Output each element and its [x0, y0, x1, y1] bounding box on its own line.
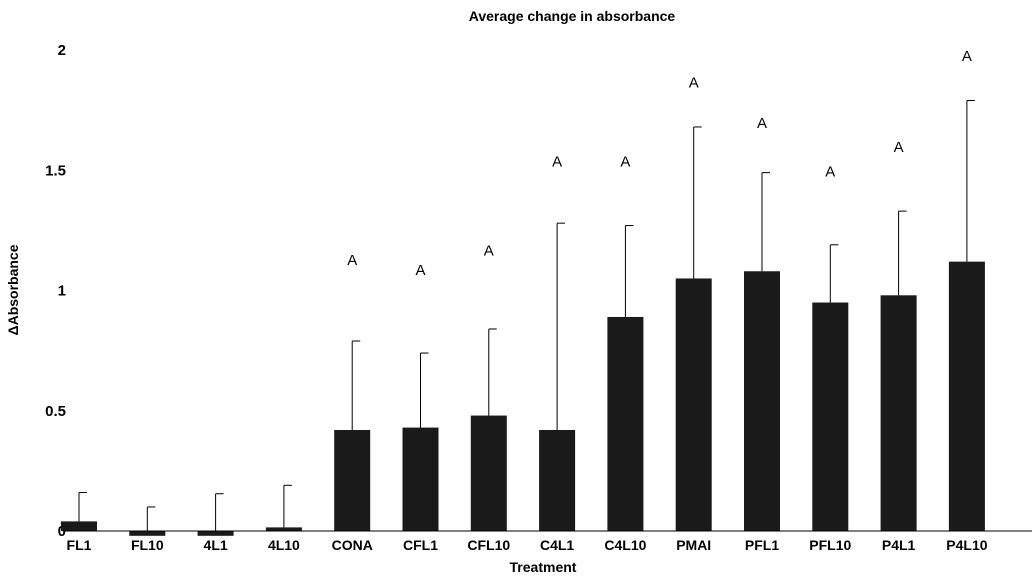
error-bar-4l10 [283, 484, 292, 528]
bar-cfl1 [402, 427, 439, 531]
bar-c4l10 [607, 316, 644, 531]
bars [61, 261, 985, 536]
y-tick-labels: 0 0.5 1 1.5 2 [45, 42, 66, 540]
y-tick-label: 1.5 [45, 162, 66, 179]
bar-fl1 [61, 521, 97, 531]
y-tick-label: 1 [58, 283, 66, 300]
y-tick-label: 2 [58, 42, 66, 59]
significance-label: A [757, 115, 767, 132]
error-bar-fl10 [146, 506, 156, 531]
significance-label: A [962, 48, 972, 65]
category-label: FL10 [131, 537, 164, 553]
significance-label: A [620, 154, 630, 171]
x-axis-label: Treatment [510, 559, 577, 575]
category-label: C4L1 [540, 537, 574, 553]
category-label: C4L10 [604, 537, 646, 553]
category-label: FL1 [67, 537, 92, 553]
bar-pfl10 [812, 302, 849, 531]
category-label: CONA [332, 537, 373, 553]
chart-title: Average change in absorbance [469, 8, 676, 24]
category-label: P4L10 [946, 537, 987, 553]
error-bar-cfl10 [488, 328, 497, 416]
significance-label: A [415, 262, 425, 279]
y-axis-label: ΔAbsorbance [5, 244, 21, 335]
error-bar-cfl1 [420, 352, 429, 428]
category-label: P4L1 [882, 537, 916, 553]
bar-cona [334, 429, 371, 531]
error-bar-c4l1 [556, 222, 566, 430]
significance-label: A [825, 163, 835, 180]
significance-label: A [689, 74, 699, 91]
significance-labels: A A A A A A A A A A [347, 48, 972, 279]
category-label: PMAI [676, 537, 711, 553]
bar-4l10 [265, 527, 302, 531]
bar-fl10 [129, 531, 166, 536]
error-bar-c4l10 [624, 225, 634, 317]
error-bar-pfl1 [761, 172, 770, 272]
error-bar-p4l10 [966, 100, 975, 262]
error-bar-4l1 [215, 493, 224, 531]
bar-c4l1 [539, 429, 576, 531]
significance-label: A [484, 243, 494, 260]
significance-label: A [552, 154, 562, 171]
error-bar-pfl10 [829, 244, 839, 303]
category-label: 4L10 [268, 537, 300, 553]
bar-pmai [675, 278, 712, 531]
error-bar-fl1 [78, 492, 87, 522]
error-bars [78, 100, 975, 531]
category-label: CFL10 [467, 537, 510, 553]
category-label: CFL1 [403, 537, 438, 553]
category-label: 4L1 [204, 537, 228, 553]
bar-p4l1 [880, 295, 917, 531]
error-bar-cona [351, 340, 361, 430]
bar-cfl10 [470, 415, 507, 531]
error-bar-p4l1 [898, 210, 907, 296]
category-labels: FL1 FL10 4L1 4L10 CONA CFL1 CFL10 C4L1 C4L10 PMAI… [67, 537, 988, 553]
y-tick-label: 0 [58, 523, 66, 540]
significance-label: A [347, 252, 357, 269]
bar-pfl1 [744, 271, 780, 531]
category-label: PFL1 [745, 537, 779, 553]
y-tick-label: 0.5 [45, 403, 66, 420]
bar-4l1 [197, 531, 234, 536]
significance-label: A [894, 139, 904, 156]
error-bar-pmai [693, 126, 702, 279]
bar-p4l10 [948, 261, 985, 531]
category-label: PFL10 [809, 537, 851, 553]
